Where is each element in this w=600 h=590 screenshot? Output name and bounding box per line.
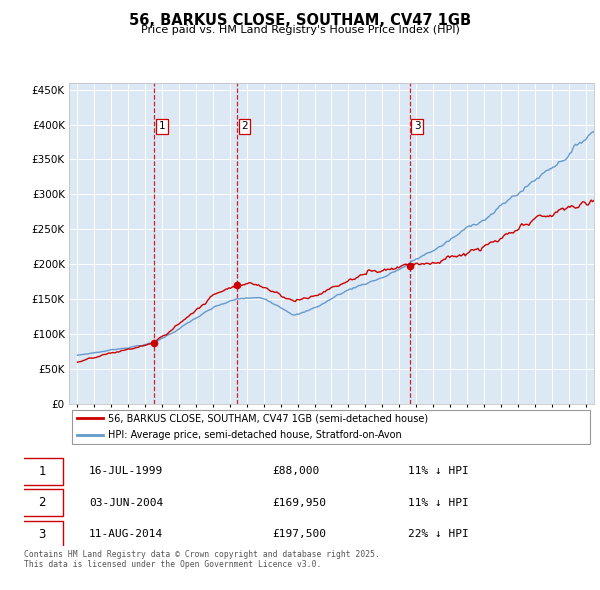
FancyBboxPatch shape <box>21 489 64 516</box>
Text: 2: 2 <box>241 121 248 131</box>
Text: Price paid vs. HM Land Registry's House Price Index (HPI): Price paid vs. HM Land Registry's House … <box>140 25 460 35</box>
Text: 56, BARKUS CLOSE, SOUTHAM, CV47 1GB (semi-detached house): 56, BARKUS CLOSE, SOUTHAM, CV47 1GB (sem… <box>109 414 428 423</box>
FancyBboxPatch shape <box>21 521 64 548</box>
Text: 2: 2 <box>38 496 46 509</box>
Text: 22% ↓ HPI: 22% ↓ HPI <box>407 529 468 539</box>
Text: 11% ↓ HPI: 11% ↓ HPI <box>407 498 468 508</box>
Text: 1: 1 <box>158 121 165 131</box>
Text: £88,000: £88,000 <box>272 466 319 476</box>
Text: 3: 3 <box>414 121 421 131</box>
FancyBboxPatch shape <box>71 410 590 444</box>
FancyBboxPatch shape <box>21 458 64 484</box>
Text: 11% ↓ HPI: 11% ↓ HPI <box>407 466 468 476</box>
Text: 3: 3 <box>38 528 46 541</box>
Text: Contains HM Land Registry data © Crown copyright and database right 2025.
This d: Contains HM Land Registry data © Crown c… <box>24 550 380 569</box>
Text: £197,500: £197,500 <box>272 529 326 539</box>
Text: HPI: Average price, semi-detached house, Stratford-on-Avon: HPI: Average price, semi-detached house,… <box>109 431 402 440</box>
Text: 1: 1 <box>38 465 46 478</box>
Text: 11-AUG-2014: 11-AUG-2014 <box>89 529 163 539</box>
Text: 16-JUL-1999: 16-JUL-1999 <box>89 466 163 476</box>
Text: £169,950: £169,950 <box>272 498 326 508</box>
Text: 56, BARKUS CLOSE, SOUTHAM, CV47 1GB: 56, BARKUS CLOSE, SOUTHAM, CV47 1GB <box>129 13 471 28</box>
Text: 03-JUN-2004: 03-JUN-2004 <box>89 498 163 508</box>
